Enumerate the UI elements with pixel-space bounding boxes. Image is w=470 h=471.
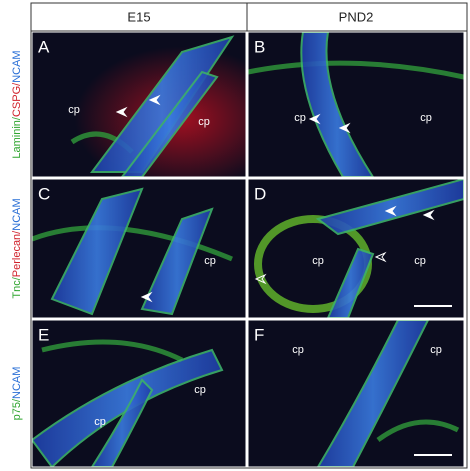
arrowhead: [338, 122, 351, 134]
ncam-fiber: [316, 320, 430, 467]
panel-letter: E: [38, 325, 49, 344]
region-label: cp: [194, 384, 206, 396]
outer-frame: [30, 30, 468, 469]
region-label: cp: [68, 104, 80, 116]
panel-letter: A: [38, 37, 50, 56]
green-fiber: [376, 419, 460, 443]
region-label: cp: [430, 344, 442, 356]
panel-image: [32, 32, 246, 177]
ncam-fiber: [90, 378, 154, 467]
panel: Acp cp: [31, 31, 247, 178]
panel: Fcp cp: [247, 319, 465, 468]
ncam-fiber: [140, 207, 214, 316]
ncam-fiber: [300, 32, 375, 177]
header-frame: [30, 2, 468, 32]
ncam-fiber: [315, 179, 464, 236]
row-label-part: Tnc/: [11, 276, 23, 298]
ncam-fiber: [50, 187, 144, 316]
panel: Dcp cp: [247, 178, 465, 319]
panel: Bcp cp: [247, 31, 465, 178]
panel-frame: [31, 31, 247, 178]
region-label: cp: [292, 344, 304, 356]
row-label: p75/NCAM: [11, 367, 23, 421]
green-fiber: [41, 339, 184, 363]
arrowhead: [254, 273, 267, 285]
arrowhead: [374, 251, 387, 263]
panel-frame: [31, 319, 247, 468]
panel-image: [248, 320, 464, 467]
arrowhead: [422, 209, 435, 221]
row-label-part: NCAM: [11, 50, 23, 82]
ncam-fiber: [120, 70, 219, 177]
region-label: cp: [204, 255, 216, 267]
region-label: cp: [420, 112, 432, 124]
panel-frame: [247, 31, 465, 178]
row-label-part: Laminin/: [11, 116, 23, 159]
panel-letter: F: [254, 325, 264, 344]
panel-frame: [247, 319, 465, 468]
region-label: cp: [294, 112, 306, 124]
panel-frame: [247, 178, 465, 319]
region-label: cp: [198, 116, 210, 128]
arrowhead: [308, 113, 321, 125]
panel-letter: D: [254, 184, 266, 203]
row-label-part: NCAM: [11, 198, 23, 230]
row-label: Laminin/CSPG/NCAM: [11, 50, 23, 158]
panel-letter: B: [254, 37, 265, 56]
row-label-part: Perlecan/: [11, 230, 23, 277]
row-label-part: p75/: [11, 398, 23, 420]
green-fiber: [248, 60, 464, 80]
panel-frame: [31, 178, 247, 319]
arrowhead: [148, 94, 161, 106]
arrowhead: [115, 106, 128, 118]
ncam-fiber: [326, 247, 375, 318]
row-label: Tnc/Perlecan/NCAM: [11, 198, 23, 298]
column-header: PND2: [339, 9, 374, 24]
panel-image: [248, 32, 464, 177]
panel-image: [32, 179, 246, 318]
region-label: cp: [94, 416, 106, 428]
row-label-part: CSPG/: [11, 82, 23, 117]
panel-image: [248, 179, 464, 318]
panel: Ccp: [31, 178, 247, 319]
panel-image: [32, 320, 246, 467]
arrowhead: [140, 291, 153, 303]
row-label-part: NCAM: [11, 367, 23, 399]
panel: Ecp cp: [31, 319, 247, 468]
region-label: cp: [414, 255, 426, 267]
arrowhead: [384, 205, 397, 217]
region-label: cp: [312, 255, 324, 267]
panel-letter: C: [38, 184, 50, 203]
column-header: E15: [127, 9, 150, 24]
